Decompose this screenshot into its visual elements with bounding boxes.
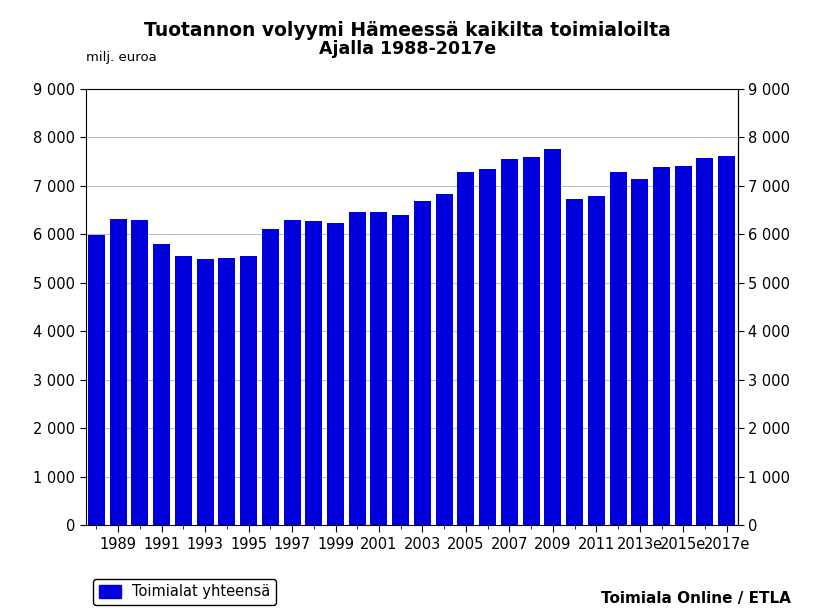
Bar	[697, 158, 713, 525]
Text: milj. euroa: milj. euroa	[86, 51, 156, 64]
Bar	[632, 180, 648, 525]
Bar	[522, 156, 540, 525]
Bar	[718, 156, 735, 525]
Bar	[675, 166, 692, 525]
Bar	[414, 201, 431, 525]
Bar	[284, 219, 301, 525]
Bar	[110, 219, 126, 525]
Bar	[262, 229, 279, 525]
Bar	[479, 169, 496, 525]
Bar	[153, 244, 170, 525]
Bar	[436, 194, 452, 525]
Legend: Toimialat yhteensä: Toimialat yhteensä	[93, 579, 276, 606]
Bar	[175, 255, 192, 525]
Bar	[566, 199, 583, 525]
Text: Toimiala Online / ETLA: Toimiala Online / ETLA	[601, 591, 791, 606]
Bar	[371, 212, 387, 525]
Bar	[218, 258, 236, 525]
Bar	[501, 159, 518, 525]
Bar	[327, 223, 344, 525]
Bar	[196, 260, 214, 525]
Bar	[544, 149, 562, 525]
Text: Ajalla 1988-2017e: Ajalla 1988-2017e	[319, 40, 496, 57]
Bar	[588, 196, 605, 525]
Bar	[349, 213, 366, 525]
Text: Tuotannon volyymi Hämeessä kaikilta toimialoilta: Tuotannon volyymi Hämeessä kaikilta toim…	[144, 21, 671, 40]
Bar	[306, 221, 322, 525]
Bar	[653, 167, 670, 525]
Bar	[131, 219, 148, 525]
Bar	[240, 256, 257, 525]
Bar	[457, 172, 474, 525]
Bar	[88, 235, 105, 525]
Bar	[392, 215, 409, 525]
Bar	[610, 172, 627, 525]
